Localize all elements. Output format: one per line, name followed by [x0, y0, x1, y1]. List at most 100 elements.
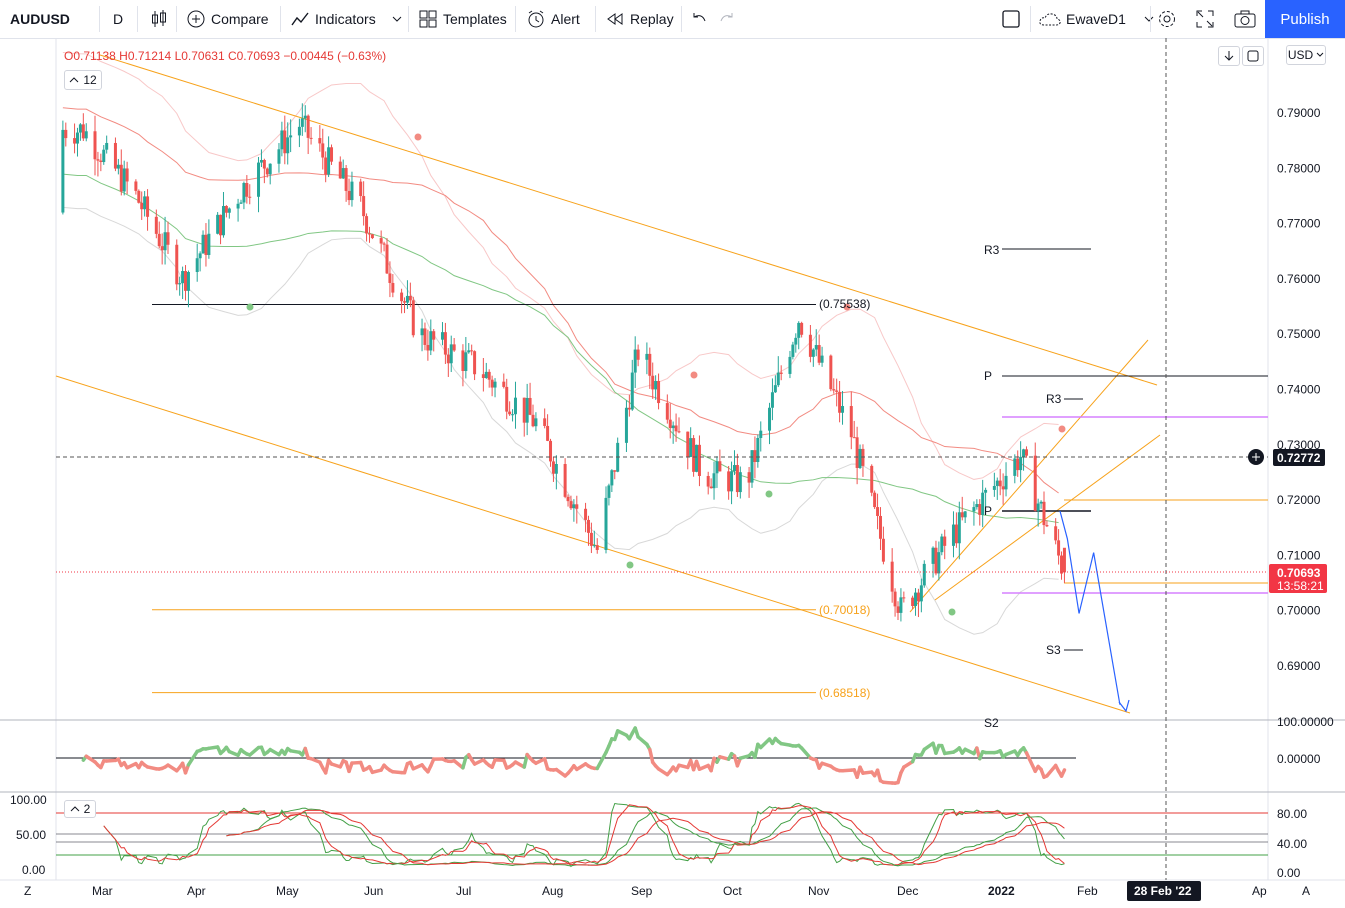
osc1-momentum-segment	[1045, 763, 1058, 778]
candle-body	[992, 485, 996, 490]
candle-body	[359, 181, 363, 197]
pivot-label-s2: S2	[984, 716, 999, 730]
candle-body	[1045, 525, 1049, 527]
gear-icon	[1159, 11, 1175, 27]
candle-body	[534, 418, 538, 427]
replay-label: Replay	[630, 11, 674, 27]
publish-button[interactable]: Publish	[1265, 0, 1345, 38]
chart-area[interactable]: 0.79000 0.78000 0.77000 0.76000 0.75000 0.740…	[0, 38, 1345, 908]
maximize-pane-button[interactable]	[1242, 46, 1264, 66]
candle-body	[277, 149, 281, 164]
candle-body	[405, 295, 409, 303]
camera-icon	[1234, 10, 1256, 28]
stoch-slow-k	[226, 807, 1065, 867]
stop-marker-dot	[843, 303, 851, 311]
moving-average-red	[62, 107, 1059, 494]
candle-body	[922, 563, 926, 586]
time-label: Feb	[1077, 884, 1098, 898]
toolbar-divider	[1030, 6, 1031, 32]
candle-body	[1022, 449, 1026, 457]
scroll-to-end-button[interactable]	[1218, 46, 1240, 66]
candle-body	[236, 203, 240, 209]
undo-button[interactable]	[690, 0, 708, 38]
candle-body	[911, 597, 915, 606]
select-mode-button[interactable]	[1001, 0, 1021, 38]
symbol-search[interactable]: AUDUSD	[10, 11, 70, 27]
layout-menu-button[interactable]: EwaveD1	[1038, 0, 1154, 38]
indicator-bands	[62, 51, 1059, 635]
candle-body	[426, 344, 430, 351]
legend-open: O0.71138	[64, 49, 116, 63]
moving-average-green	[62, 173, 1059, 524]
candle-body	[817, 345, 821, 363]
candle-body	[604, 497, 608, 550]
candle-body	[951, 524, 955, 546]
toolbar-divider	[515, 6, 516, 32]
time-label: Jun	[364, 884, 383, 898]
timezone-button[interactable]: Z	[24, 884, 31, 898]
alert-button[interactable]: Alert	[527, 0, 580, 38]
templates-button[interactable]: Templates	[419, 0, 507, 38]
price-tick: 0.75000	[1277, 327, 1321, 341]
time-axis[interactable]: Mar Apr May Jun Jul Aug Sep Oct Nov Dec …	[92, 884, 1267, 898]
currency-label: USD	[1287, 48, 1314, 62]
osc1-momentum-segment	[1024, 751, 1037, 773]
osc1-momentum-segment	[248, 745, 261, 757]
auto-scale-button[interactable]: A	[1302, 884, 1310, 898]
candle-body	[890, 561, 894, 592]
chevron-up-icon	[70, 806, 80, 812]
price-tick: 0.77000	[1277, 217, 1321, 231]
candle-body	[257, 162, 261, 197]
candle-body	[403, 301, 407, 303]
candle-body	[715, 461, 719, 474]
countdown-text: 13:58:21	[1277, 579, 1324, 593]
candle-body	[429, 331, 433, 351]
candle-body	[321, 143, 325, 158]
candle-body	[984, 489, 988, 493]
candle-body	[184, 271, 188, 291]
candle-body	[554, 463, 558, 474]
candles-icon[interactable]	[150, 0, 168, 38]
osc-collapse-button[interactable]: 2	[64, 800, 96, 818]
time-label: Sep	[631, 884, 653, 898]
candle-body	[768, 407, 772, 431]
candle-body	[873, 492, 877, 508]
candle-body	[627, 407, 631, 410]
candle-body	[303, 115, 307, 119]
candle-body	[242, 182, 246, 203]
price-axis[interactable]: 0.79000 0.78000 0.77000 0.76000 0.75000 0.740…	[1277, 106, 1321, 673]
candle-body	[718, 461, 722, 472]
compare-label: Compare	[211, 11, 269, 27]
toolbar-divider	[595, 6, 596, 32]
compare-button[interactable]: Compare	[187, 0, 269, 38]
osc-indicator-count: 2	[83, 802, 91, 816]
ohlc-legend: O0.71138 H0.71214 L0.70631 C0.70693 −0.0…	[64, 49, 386, 63]
osc1-momentum-segment	[186, 749, 199, 767]
time-label: Ap	[1252, 884, 1267, 898]
candle-body	[657, 380, 661, 404]
snapshot-button[interactable]	[1234, 0, 1256, 38]
candle-body	[1016, 458, 1020, 471]
candle-body	[712, 473, 716, 489]
candle-body	[832, 389, 836, 391]
arrow-down-icon	[1224, 51, 1234, 61]
candle-body	[367, 233, 371, 235]
candle-body	[265, 168, 269, 175]
fullscreen-button[interactable]	[1196, 0, 1214, 38]
candle-body	[280, 130, 284, 150]
redo-button[interactable]	[718, 0, 736, 38]
toolbar-divider	[176, 6, 177, 32]
candle-body	[878, 515, 882, 539]
candle-body	[893, 591, 897, 607]
currency-selector[interactable]: USD	[1286, 45, 1326, 65]
replay-button[interactable]: Replay	[606, 0, 674, 38]
interval-button[interactable]: D	[113, 11, 124, 27]
candle-body	[607, 485, 611, 498]
candle-body	[788, 356, 792, 374]
candle-body	[937, 552, 941, 574]
candle-body	[105, 142, 109, 150]
settings-button[interactable]	[1157, 0, 1177, 38]
candle-body	[140, 202, 144, 210]
legend-collapse-button[interactable]: 12	[64, 70, 102, 90]
indicators-button[interactable]: Indicators	[291, 0, 402, 38]
